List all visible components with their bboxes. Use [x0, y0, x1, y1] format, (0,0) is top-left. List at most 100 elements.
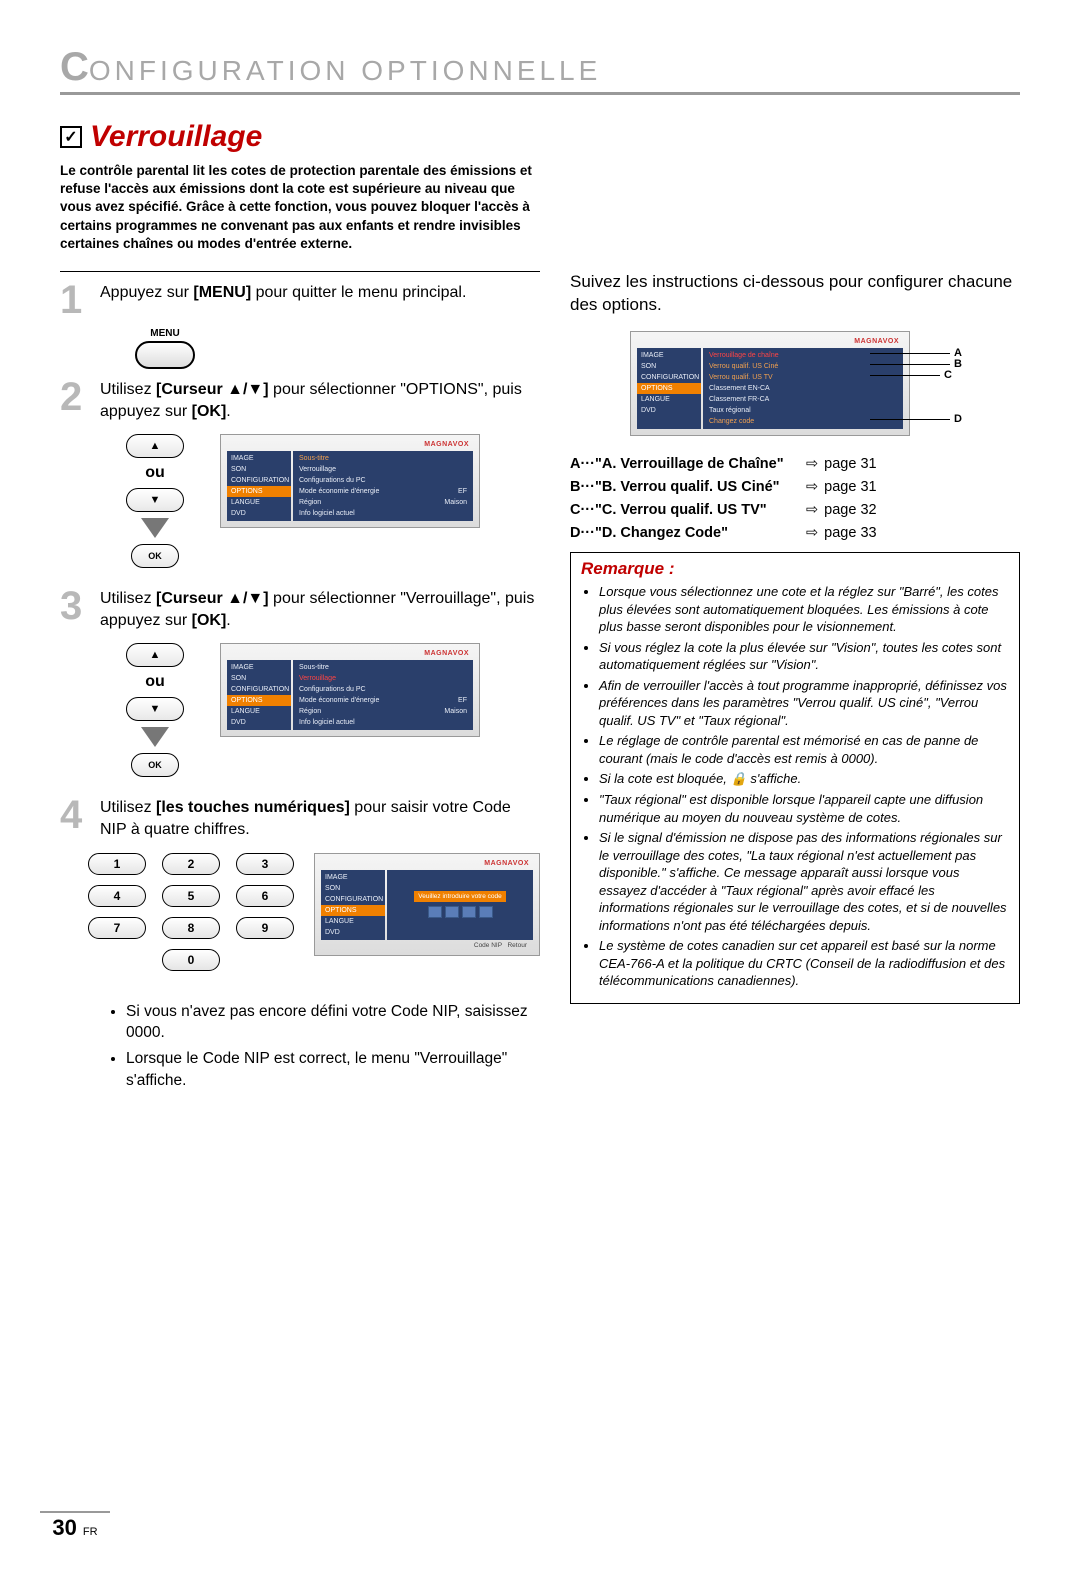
remark-item: "Taux régional" est disponible lorsque l… — [599, 791, 1009, 826]
arrow-down-icon — [141, 518, 169, 538]
tv-screenshot-verr-menu: MAGNAVOX IMAGE SON CONFIGURATION OPTIONS… — [630, 331, 910, 436]
title-text: Verrouillage — [90, 120, 262, 154]
tv-sidebar: IMAGE SON CONFIGURATION OPTIONS LANGUE D… — [637, 348, 701, 429]
numeric-keypad-graphic: 1 2 3 4 5 6 7 8 9 0 — [88, 853, 294, 971]
reference-list: A···"A. Verrouillage de Chaîne" ⇨ page 3… — [570, 456, 1020, 542]
step-2: 2 Utilisez [Curseur ▲/▼] pour sélectionn… — [60, 379, 540, 422]
tv-brand: MAGNAVOX — [227, 441, 473, 448]
ref-row: C···"C. Verrou qualif. US TV" ⇨ page 32 — [570, 502, 1020, 519]
checkbox-icon: ✓ — [60, 126, 82, 148]
remark-title: Remarque : — [581, 559, 1009, 579]
key-1: 1 — [88, 853, 146, 875]
callout-c: C — [944, 369, 952, 381]
intro-paragraph: Le contrôle parental lit les cotes de pr… — [60, 162, 540, 253]
section-title: ✓ Verrouillage — [60, 120, 1020, 154]
left-bullets: Si vous n'avez pas encore défini votre C… — [108, 1001, 540, 1092]
page-footer: 30 FR — [40, 1511, 110, 1541]
left-column: 1 Appuyez sur [MENU] pour quitter le men… — [60, 271, 540, 1095]
ou-label: ou — [145, 673, 165, 691]
callout-line-icon — [870, 375, 940, 376]
pin-box-icon — [462, 906, 476, 918]
remote-graphic: ▲ ou ▼ OK — [110, 434, 200, 568]
callout-d: D — [954, 413, 962, 425]
down-button-icon: ▼ — [126, 697, 184, 721]
remark-list: Lorsque vous sélectionnez une cote et la… — [599, 583, 1009, 990]
step-text: Appuyez sur [MENU] pour quitter le menu … — [100, 282, 540, 318]
ok-button-icon: OK — [131, 544, 179, 568]
step2-diagram: ▲ ou ▼ OK MAGNAVOX IMAGE SON CONFIGURATI… — [110, 434, 540, 568]
ref-row: A···"A. Verrouillage de Chaîne" ⇨ page 3… — [570, 456, 1020, 473]
ou-label: ou — [145, 464, 165, 482]
callout-line-icon — [870, 419, 950, 420]
callout-line-icon — [870, 353, 950, 354]
page-number: 30 — [52, 1515, 76, 1541]
pin-box-icon — [479, 906, 493, 918]
menu-button-graphic: MENU — [130, 328, 200, 369]
tv-brand: MAGNAVOX — [637, 338, 903, 345]
tv-screenshot-options: MAGNAVOX IMAGE SON CONFIGURATION OPTIONS… — [220, 434, 480, 528]
key-8: 8 — [162, 917, 220, 939]
step-text: Utilisez [Curseur ▲/▼] pour sélectionner… — [100, 588, 540, 631]
remark-item: Si la cote est bloquée, 🔒 s'affiche. — [599, 770, 1009, 788]
key-4: 4 — [88, 885, 146, 907]
remark-item: Si le signal d'émission ne dispose pas d… — [599, 829, 1009, 934]
remark-box: Remarque : Lorsque vous sélectionnez une… — [570, 552, 1020, 1004]
callout-b: B — [954, 358, 962, 370]
header-big-letter: C — [60, 45, 89, 90]
up-button-icon: ▲ — [126, 643, 184, 667]
key-0: 0 — [162, 949, 220, 971]
tv-sidebar: IMAGE SON CONFIGURATION OPTIONS LANGUE D… — [321, 870, 385, 940]
ref-row: B···"B. Verrou qualif. US Ciné" ⇨ page 3… — [570, 479, 1020, 496]
pin-box-icon — [428, 906, 442, 918]
step-number: 1 — [60, 282, 90, 318]
right-column: Suivez les instructions ci-dessous pour … — [570, 271, 1020, 1095]
page-lang: FR — [83, 1526, 98, 1538]
arrow-right-icon: ⇨ — [806, 456, 818, 473]
arrow-down-icon — [141, 727, 169, 747]
down-button-icon: ▼ — [126, 488, 184, 512]
step3-diagram: ▲ ou ▼ OK MAGNAVOX IMAGE SON CONFIGURATI… — [110, 643, 540, 777]
key-9: 9 — [236, 917, 294, 939]
step-text: Utilisez [Curseur ▲/▼] pour sélectionner… — [100, 379, 540, 422]
tv-sidebar: IMAGE SON CONFIGURATION OPTIONS LANGUE D… — [227, 660, 291, 730]
remark-item: Afin de verrouiller l'accès à tout progr… — [599, 677, 1009, 730]
tv-sidebar: IMAGE SON CONFIGURATION OPTIONS LANGUE D… — [227, 451, 291, 521]
tv-brand: MAGNAVOX — [321, 860, 533, 867]
tv-main-verrouillage: Sous-titre Verrouillage Configurations d… — [293, 660, 473, 730]
remote-graphic: ▲ ou ▼ OK — [110, 643, 200, 777]
pin-boxes — [428, 906, 493, 918]
menu-button-icon — [135, 341, 195, 369]
step-1: 1 Appuyez sur [MENU] pour quitter le men… — [60, 282, 540, 318]
step4-diagram: 1 2 3 4 5 6 7 8 9 0 MAGNAVOX IMAGE SON C… — [80, 853, 540, 971]
key-5: 5 — [162, 885, 220, 907]
ref-row: D···"D. Changez Code" ⇨ page 33 — [570, 525, 1020, 542]
tv-screenshot-pin: MAGNAVOX IMAGE SON CONFIGURATION OPTIONS… — [314, 853, 540, 956]
key-2: 2 — [162, 853, 220, 875]
tv-screenshot-verrouillage: MAGNAVOX IMAGE SON CONFIGURATION OPTIONS… — [220, 643, 480, 737]
step-3: 3 Utilisez [Curseur ▲/▼] pour sélectionn… — [60, 588, 540, 631]
tv-pin-entry: Veuillez introduire votre code — [387, 870, 533, 940]
pin-box-icon — [445, 906, 459, 918]
remark-item: Le système de cotes canadien sur cet app… — [599, 937, 1009, 990]
arrow-right-icon: ⇨ — [806, 502, 818, 519]
remark-item: Lorsque vous sélectionnez une cote et la… — [599, 583, 1009, 636]
remark-item: Le réglage de contrôle parental est mémo… — [599, 732, 1009, 767]
tv-brand: MAGNAVOX — [227, 650, 473, 657]
bullet-item: Lorsque le Code NIP est correct, le menu… — [126, 1048, 540, 1091]
page-header: CONFIGURATION OPTIONNELLE — [60, 45, 1020, 95]
key-6: 6 — [236, 885, 294, 907]
arrow-right-icon: ⇨ — [806, 479, 818, 496]
tv-main-options: Sous-titre Verrouillage Configurations d… — [293, 451, 473, 521]
key-3: 3 — [236, 853, 294, 875]
remark-item: Si vous réglez la cote la plus élevée su… — [599, 639, 1009, 674]
menu-label: MENU — [130, 328, 200, 339]
header-rest: ONFIGURATION OPTIONNELLE — [89, 55, 601, 87]
bullet-item: Si vous n'avez pas encore défini votre C… — [126, 1001, 540, 1044]
tv-main-verr-list: Verrouillage de chaîne Verrou qualif. US… — [703, 348, 903, 429]
right-intro: Suivez les instructions ci-dessous pour … — [570, 271, 1020, 317]
pin-prompt: Veuillez introduire votre code — [414, 891, 505, 902]
up-button-icon: ▲ — [126, 434, 184, 458]
right-tv-diagram: MAGNAVOX IMAGE SON CONFIGURATION OPTIONS… — [630, 331, 1020, 436]
step-number: 2 — [60, 379, 90, 422]
header-title: CONFIGURATION OPTIONNELLE — [60, 45, 1020, 90]
